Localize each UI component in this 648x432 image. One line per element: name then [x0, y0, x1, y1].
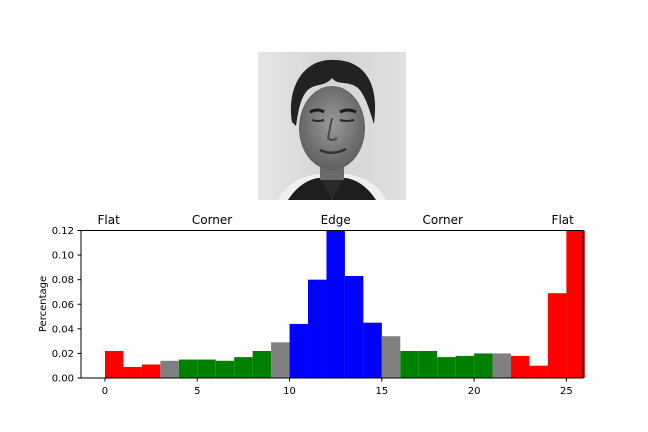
bar-14 [363, 322, 382, 378]
region-label-2: Edge [321, 213, 351, 227]
bar-11 [308, 279, 327, 378]
region-label-1: Corner [192, 213, 232, 227]
x-tick-label: 5 [194, 386, 200, 397]
bar-9 [271, 342, 290, 378]
bar-0 [104, 350, 124, 378]
bar-4 [178, 359, 198, 378]
y-tick-label: 0.12 [52, 226, 74, 237]
x-tick-label: 15 [375, 386, 388, 397]
bar-6 [215, 360, 235, 378]
bar-1 [123, 366, 142, 378]
y-tick-label: 0.02 [52, 349, 74, 360]
y-tick-label: 0.08 [52, 275, 74, 286]
bar-21 [492, 353, 512, 378]
bar-16 [400, 350, 419, 378]
region-label-3: Corner [423, 213, 463, 227]
x-tick-label: 10 [283, 386, 296, 397]
bar-12 [326, 230, 345, 378]
bar-5 [197, 359, 216, 378]
y-tick-label: 0.06 [52, 300, 74, 311]
bar-20 [474, 353, 493, 378]
bar-3 [160, 360, 179, 378]
y-tick-label: 0.10 [52, 251, 74, 262]
y-axis: 0.00 0.02 0.04 0.06 0.08 0.10 0.12 [52, 226, 81, 385]
region-labels: Flat Corner Edge Corner Flat [98, 213, 575, 227]
face-photo [258, 52, 406, 200]
region-label-0: Flat [98, 213, 121, 227]
bar-17 [418, 350, 438, 378]
y-tick-label: 0.04 [52, 324, 74, 335]
bar-25 [566, 230, 585, 378]
bar-13 [344, 275, 364, 378]
bar-24 [547, 293, 567, 378]
x-tick-label: 25 [560, 386, 573, 397]
x-axis: 0 5 10 15 20 25 [102, 378, 573, 397]
x-tick-label: 20 [468, 386, 481, 397]
region-label-4: Flat [552, 213, 575, 227]
bar-19 [455, 355, 475, 378]
bar-2 [141, 364, 161, 378]
bar-8 [252, 350, 272, 378]
bar-7 [234, 357, 253, 378]
bar-15 [381, 336, 401, 378]
bar-18 [437, 357, 456, 378]
x-tick-label: 0 [102, 386, 108, 397]
bars-group [104, 230, 585, 378]
bar-22 [511, 355, 530, 378]
y-tick-label: 0.00 [52, 374, 74, 385]
y-axis-title: Percentage [38, 276, 49, 332]
bar-10 [289, 323, 309, 378]
bar-23 [529, 365, 548, 378]
